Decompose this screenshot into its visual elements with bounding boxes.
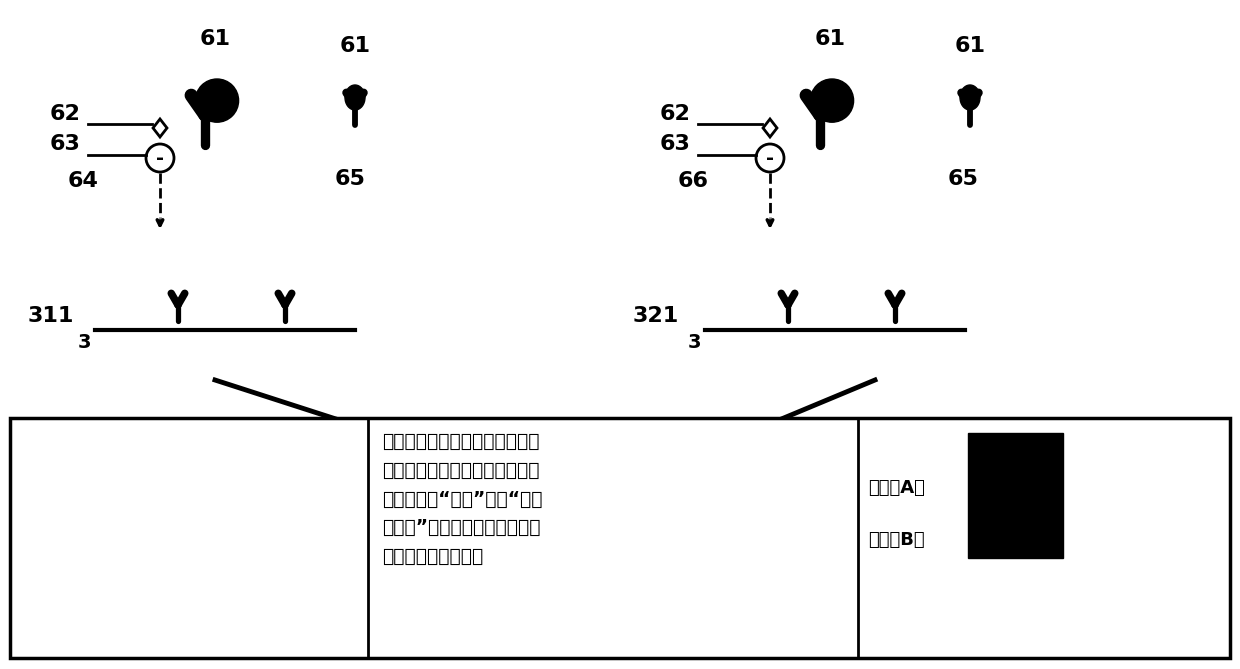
Circle shape: [288, 512, 319, 543]
Text: 3: 3: [688, 333, 702, 352]
Circle shape: [68, 427, 99, 458]
Text: 65: 65: [335, 169, 366, 189]
Ellipse shape: [345, 85, 365, 110]
Text: 61: 61: [200, 29, 231, 49]
Text: 检测线B－: 检测线B－: [868, 531, 925, 549]
Ellipse shape: [960, 85, 980, 110]
Ellipse shape: [197, 527, 212, 546]
Text: 311: 311: [29, 306, 74, 326]
Circle shape: [262, 427, 291, 458]
Text: 66: 66: [678, 171, 709, 191]
Text: 61: 61: [955, 36, 986, 56]
Bar: [968, 433, 1063, 558]
Circle shape: [169, 427, 198, 458]
Text: 3: 3: [78, 333, 92, 352]
Circle shape: [811, 79, 853, 122]
Text: 检测线A－: 检测线A－: [868, 479, 925, 497]
Text: 61: 61: [340, 36, 371, 56]
Text: 63: 63: [660, 134, 691, 154]
Text: 61: 61: [815, 29, 846, 49]
Text: 将捕获抗体固定在检测线，在量
子点上标记抗体构成荧光探针，
与检测抗原“桥连”形成“双抗
体夹心”免疫复合物，荧光探针
积累形成检测信号。: 将捕获抗体固定在检测线，在量 子点上标记抗体构成荧光探针， 与检测抗原“桥连”形…: [382, 432, 543, 566]
Text: 63: 63: [50, 134, 81, 154]
Circle shape: [196, 79, 238, 122]
Bar: [10, 418, 1230, 658]
Text: 64: 64: [68, 171, 99, 191]
Text: 65: 65: [949, 169, 978, 189]
Text: -: -: [766, 149, 774, 167]
Text: 62: 62: [660, 104, 691, 124]
Text: 321: 321: [632, 306, 680, 326]
Text: -: -: [156, 149, 164, 167]
Text: 62: 62: [50, 104, 81, 124]
